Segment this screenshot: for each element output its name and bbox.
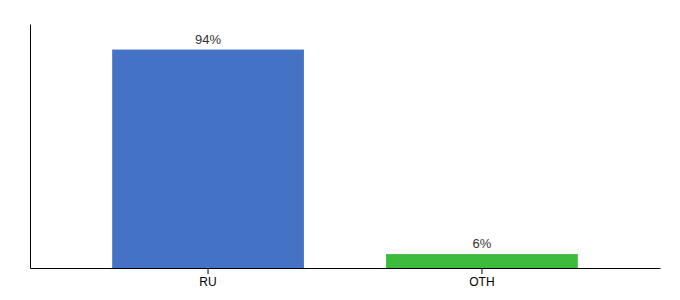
x-tick-mark bbox=[481, 268, 482, 274]
x-tick-label: OTH bbox=[469, 275, 494, 289]
x-tick-mark bbox=[208, 268, 209, 274]
bars bbox=[112, 50, 578, 268]
data-label: 94% bbox=[195, 32, 221, 47]
x-tick-label: RU bbox=[199, 275, 216, 289]
x-axis: RU OTH bbox=[31, 268, 661, 289]
data-label: 6% bbox=[473, 236, 492, 251]
x-tick: RU bbox=[199, 268, 216, 289]
bar bbox=[386, 254, 578, 268]
x-tick: OTH bbox=[469, 268, 494, 289]
data-labels: 94% 6% bbox=[195, 32, 492, 251]
bar bbox=[112, 50, 304, 268]
x-axis-line bbox=[31, 268, 661, 269]
y-axis-line bbox=[30, 25, 31, 269]
y-axis bbox=[30, 25, 31, 269]
plot: RU OTH 94% 6% bbox=[31, 25, 661, 289]
chart: RU OTH 94% 6% bbox=[0, 0, 680, 300]
